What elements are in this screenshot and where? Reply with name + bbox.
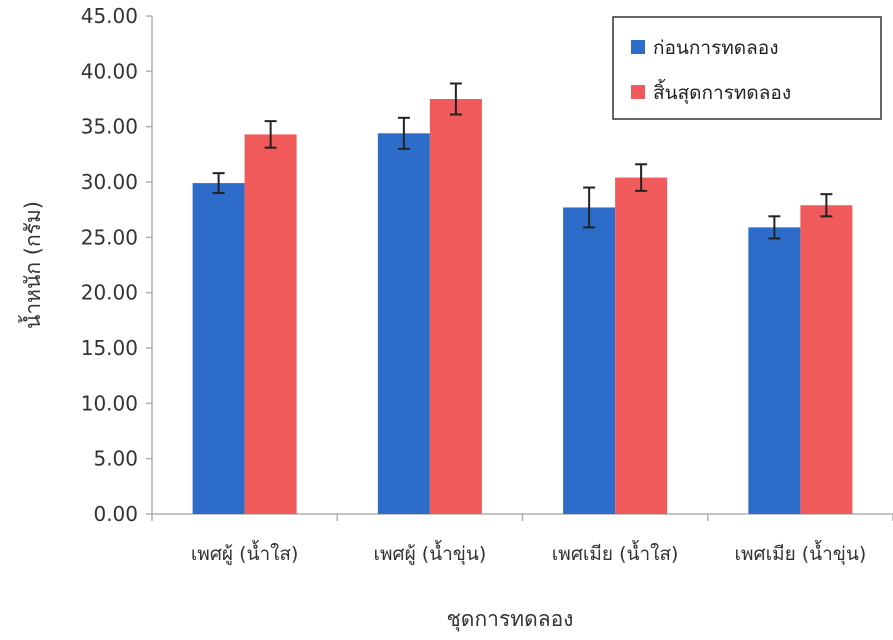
- y-tick-label: 40.00: [81, 59, 138, 83]
- legend-label-before: ก่อนการทดลอง: [653, 37, 778, 59]
- error-bar: [768, 215, 781, 240]
- legend-swatch-after: [631, 85, 645, 99]
- x-tick-label: เพศเมีย (น้ำใส): [552, 540, 679, 565]
- error-bar: [635, 163, 648, 192]
- bar-before: [377, 133, 430, 514]
- x-axis-title: ชุดการทดลอง: [447, 607, 574, 632]
- bar-before: [563, 207, 616, 514]
- bar-after: [429, 99, 482, 514]
- x-tick-label: เพศเมีย (น้ำขุ่น): [735, 540, 867, 566]
- error-bar: [449, 82, 462, 116]
- bars: [192, 99, 853, 515]
- x-tick-label: เพศผู้ (น้ำใส): [191, 540, 299, 565]
- bar-after: [615, 177, 668, 514]
- legend-swatch-before: [631, 40, 645, 54]
- error-bar: [397, 116, 410, 150]
- bar-before: [748, 227, 801, 514]
- error-bar: [212, 172, 225, 195]
- y-tick-label: 35.00: [81, 115, 138, 139]
- x-axis: เพศผู้ (น้ำใส) เพศผู้ (น้ำขุ่น) เพศเมีย (น…: [151, 513, 893, 566]
- bar-before: [192, 183, 245, 514]
- bar-after: [244, 134, 297, 514]
- y-tick-label: 5.00: [93, 447, 138, 471]
- y-tick-label: 0.00: [93, 502, 138, 526]
- y-tick-label: 30.00: [81, 170, 138, 194]
- y-axis: 0.00 5.00 10.00 15.00 20.00 25.00 30.00 35.00 40…: [81, 4, 153, 526]
- y-tick-label: 15.00: [81, 336, 138, 360]
- error-bar: [820, 193, 833, 218]
- error-bar: [264, 120, 277, 149]
- y-tick-label: 10.00: [81, 391, 138, 415]
- legend-box: [612, 16, 882, 120]
- error-bars: [212, 82, 833, 240]
- error-bar: [583, 186, 596, 229]
- legend-label-after: สิ้นสุดการทดลอง: [653, 79, 791, 105]
- y-tick-label: 25.00: [81, 225, 138, 249]
- y-axis-title: น้ำหนัก (กรัม): [18, 201, 45, 329]
- y-tick-label: 20.00: [81, 281, 138, 305]
- x-tick-label: เพศผู้ (น้ำขุ่น): [374, 540, 487, 566]
- y-tick-label: 45.00: [81, 4, 138, 28]
- legend: ก่อนการทดลอง สิ้นสุดการทดลอง: [612, 16, 882, 120]
- bar-after: [800, 205, 853, 515]
